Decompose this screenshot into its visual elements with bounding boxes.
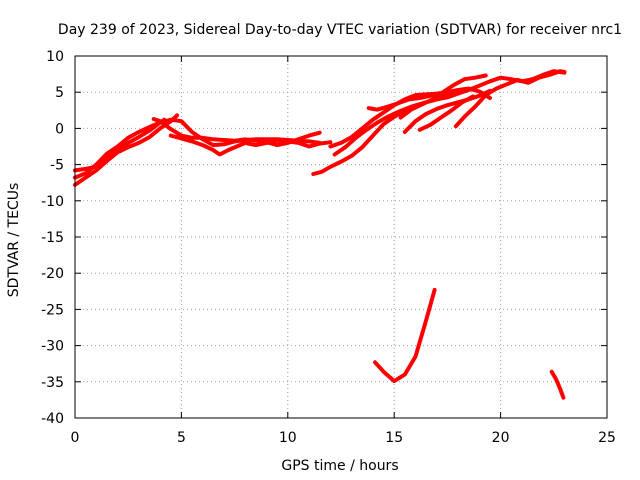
y-tick-label: -35 <box>41 375 64 391</box>
y-axis-label: SDTVAR / TECUs <box>6 183 22 298</box>
series-trace-11 <box>402 88 492 134</box>
series-trace-12 <box>417 94 475 132</box>
chart-title: Day 239 of 2023, Sidereal Day-to-day VTE… <box>58 22 622 38</box>
x-tick-label: 5 <box>177 430 186 446</box>
axis-ticks <box>74 55 608 419</box>
y-tick-label: -20 <box>41 266 64 282</box>
y-tick-label: -40 <box>41 411 64 427</box>
x-tick-label: 10 <box>279 430 297 446</box>
series-trace-4 <box>168 133 333 157</box>
data-series <box>73 69 567 400</box>
y-tick-label: -10 <box>41 194 64 210</box>
series-trace-5 <box>151 117 322 148</box>
series-trace-10 <box>398 73 488 120</box>
y-tick-label: 0 <box>55 121 64 137</box>
x-axis-label: GPS time / hours <box>281 458 398 474</box>
x-tick-label: 20 <box>492 430 510 446</box>
y-tick-label: -30 <box>41 339 64 355</box>
x-tick-label: 0 <box>71 430 80 446</box>
series-trace-15 <box>549 369 566 400</box>
y-tick-label: -25 <box>41 302 64 318</box>
y-tick-label: 10 <box>46 49 64 65</box>
series-trace-14 <box>373 287 437 384</box>
x-tick-label: 15 <box>385 430 403 446</box>
y-tick-label: -5 <box>50 158 64 174</box>
x-tick-label: 25 <box>598 430 616 446</box>
tick-labels: 0 5 10 15 20 25 10 5 0 -5 -10 -15 -20 -25 -30 -35 -40 <box>41 49 616 446</box>
y-tick-label: -15 <box>41 230 64 246</box>
series-trace-8 <box>332 100 429 157</box>
y-tick-label: 5 <box>55 85 64 101</box>
series-trace-13 <box>453 69 567 129</box>
